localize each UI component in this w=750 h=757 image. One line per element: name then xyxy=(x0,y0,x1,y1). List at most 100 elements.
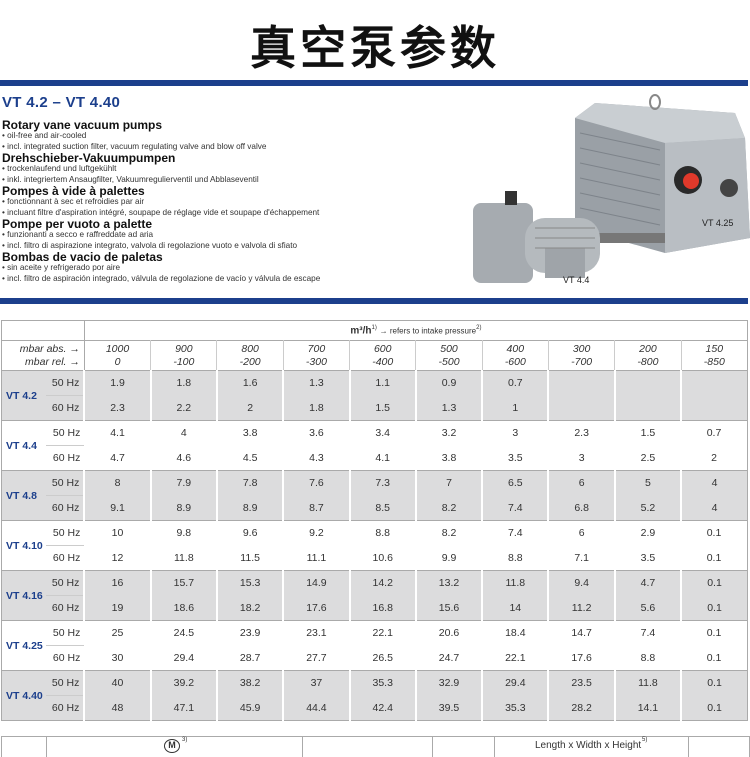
frequency-label: 50 Hz xyxy=(45,570,85,596)
flow-value: 4.3 xyxy=(309,451,324,464)
flow-value: 28.7 xyxy=(239,651,261,664)
flow-value: 3.6 xyxy=(309,427,324,440)
flow-value: 4 xyxy=(680,495,748,521)
dimensions-note: 5) xyxy=(642,737,648,743)
flow-value: 14.7 xyxy=(571,627,592,640)
model-label: VT 4.16 xyxy=(1,570,46,621)
flow-value xyxy=(613,370,682,396)
flow-value: 22.1 xyxy=(505,651,526,664)
flow-value: 7 xyxy=(414,470,483,496)
flow-value: 15.3 xyxy=(215,570,284,596)
flow-value: 8.9 xyxy=(215,495,284,521)
flow-value: 17.6 xyxy=(571,651,592,664)
flow-value: 44.4 xyxy=(282,695,350,721)
flow-value: 8.8 xyxy=(508,551,523,564)
flow-value: 23.9 xyxy=(239,627,261,640)
frequency-label: 50 Hz xyxy=(45,470,85,496)
flow-value: 0.7 xyxy=(481,370,549,396)
flow-value: 9.1 xyxy=(83,495,151,521)
flow-value xyxy=(547,370,615,396)
flow-value: 1.3 xyxy=(414,395,483,421)
flow-value: 8.8 xyxy=(375,527,391,540)
flow-value: 29.4 xyxy=(173,651,195,664)
flow-value: 29.4 xyxy=(481,670,549,696)
pressure-header: 200 -800 xyxy=(614,340,682,371)
small-pump-image xyxy=(473,191,600,283)
flow-value: 14 xyxy=(481,595,549,621)
description-title: Pompe per vuoto a palette xyxy=(2,217,153,231)
flow-value: 3.8 xyxy=(242,427,258,440)
vacuum-pump-illustration xyxy=(473,94,750,283)
flow-value: 0.9 xyxy=(414,370,483,396)
flow-value: 0.1 xyxy=(706,527,722,540)
top-divider xyxy=(0,80,748,86)
bottom-divider xyxy=(0,298,748,304)
flow-value: 2 xyxy=(711,451,717,464)
flow-value: 14.2 xyxy=(348,570,416,596)
flow-value: 30 xyxy=(111,651,124,664)
flow-value: 2.2 xyxy=(149,395,217,421)
flow-value: 13.2 xyxy=(414,570,483,596)
table-row-50hz: VT 4.40 50 Hz 40 39.2 38.2 37 35.3 32.9 29.4 23.5… xyxy=(1,670,748,721)
flow-value: 7.4 xyxy=(640,627,656,640)
pressure-header: 900 -100 xyxy=(150,340,217,371)
flow-value: 42.4 xyxy=(348,695,416,721)
description-title: Pompes à vide à palettes xyxy=(2,184,145,198)
flow-value: 4.6 xyxy=(176,451,192,464)
description-line: • trockenlaufend und luftgekühlt xyxy=(2,164,117,173)
frequency-label: 60 Hz xyxy=(45,695,85,721)
flow-value: 8.7 xyxy=(282,495,350,521)
flow-value: 2.3 xyxy=(83,395,151,421)
flow-value: 7.6 xyxy=(282,470,350,496)
flow-value: 8 xyxy=(83,470,151,496)
flow-value: 1.9 xyxy=(83,370,151,396)
flow-value: 3.2 xyxy=(441,427,457,440)
model-label: VT 4.25 xyxy=(6,639,43,652)
flow-value: 6.8 xyxy=(547,495,615,521)
flow-value: 16.8 xyxy=(348,595,416,621)
frequency-label: 60 Hz xyxy=(45,595,85,621)
description-line: • sin aceite y refrigerado por aire xyxy=(2,263,121,272)
frequency-label: 60 Hz xyxy=(52,452,81,464)
flow-value: 8.9 xyxy=(149,495,217,521)
motor-note: 3) xyxy=(182,737,188,743)
pressure-header: 500 -500 xyxy=(415,340,483,371)
caption-large-pump: VT 4.25 xyxy=(702,218,734,228)
flow-value: 18.4 xyxy=(505,627,526,640)
flow-value: 2.3 xyxy=(574,427,589,440)
flow-value: 32.9 xyxy=(414,670,483,696)
flow-value: 4.5 xyxy=(242,451,258,464)
flow-value: 35.3 xyxy=(481,695,549,721)
flow-value: 3 xyxy=(512,427,519,440)
flow-value: 9.9 xyxy=(441,551,457,564)
flow-value: 7.8 xyxy=(215,470,284,496)
flow-value: 11.1 xyxy=(306,551,327,564)
flow-value: 28.2 xyxy=(547,695,615,721)
flow-value: 7.9 xyxy=(149,470,217,496)
flow-value: 39.2 xyxy=(149,670,217,696)
flow-value: 0.1 xyxy=(680,670,748,696)
frequency-label: 50 Hz xyxy=(45,520,85,546)
flow-value: 1.6 xyxy=(215,370,284,396)
flow-value: 7.4 xyxy=(481,495,549,521)
large-pump-image xyxy=(575,94,750,253)
flow-value: 38.2 xyxy=(215,670,284,696)
flow-value: 8.2 xyxy=(441,527,457,540)
flow-value: 5 xyxy=(613,470,682,496)
flow-value: 5.6 xyxy=(613,595,682,621)
flow-value: 9.8 xyxy=(176,527,192,540)
flow-value: 3.4 xyxy=(375,427,391,440)
flow-value: 19 xyxy=(83,595,151,621)
flow-value: 1.5 xyxy=(640,427,656,440)
flow-value: 24.5 xyxy=(173,627,195,640)
model-label: VT 4.4 xyxy=(6,439,37,452)
flow-value: 27.7 xyxy=(306,651,327,664)
pressure-header: 1000 0 xyxy=(105,342,130,368)
flow-value: 35.3 xyxy=(348,670,416,696)
mbar-abs-label: mbar abs. → xyxy=(19,342,80,355)
performance-table: m³/h1) → refers to intake pressure2) mbar… xyxy=(1,320,748,721)
description-line: • incl. filtro de aspiración integrado, … xyxy=(2,273,321,283)
flow-value: 3.5 xyxy=(508,451,523,464)
description-title: Drehschieber-Vakuumpumpen xyxy=(2,151,176,165)
dimensions-table-header: M 3) Length x Width x Height 5) xyxy=(1,736,750,757)
